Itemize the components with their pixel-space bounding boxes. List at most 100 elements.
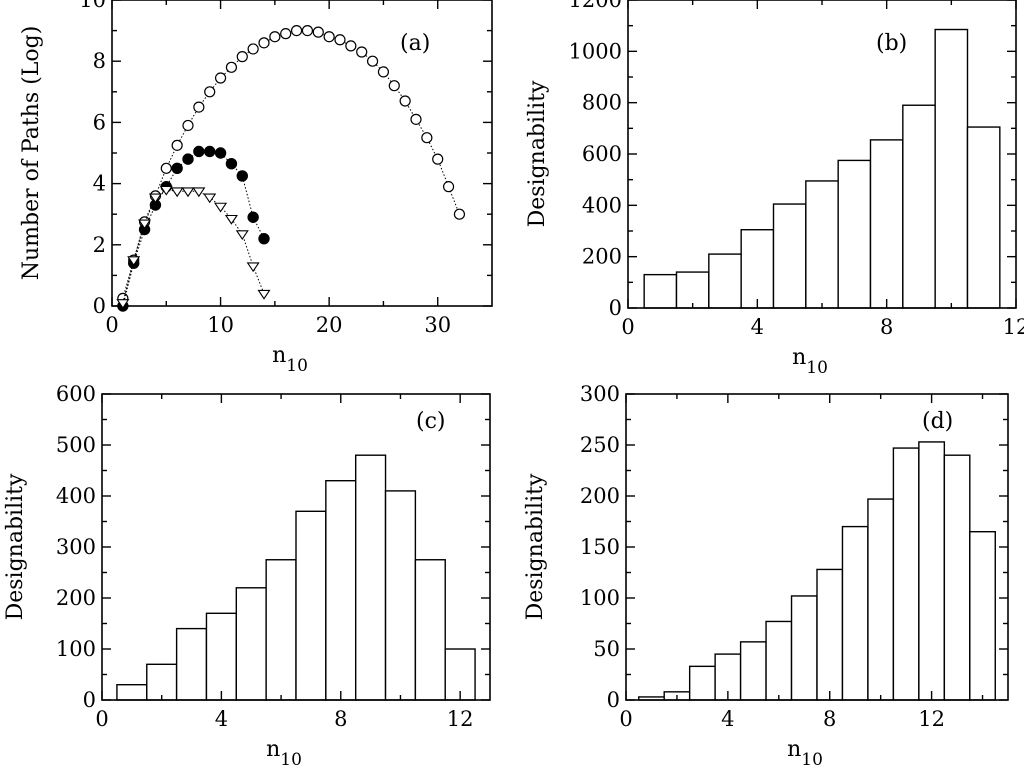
data-point-filled-circle	[225, 158, 238, 170]
bar	[740, 229, 775, 309]
x-tick-label: 8	[334, 707, 347, 731]
data-point-triangle	[203, 193, 217, 204]
y-tick-label: 300	[56, 535, 96, 559]
panel-b: 0 4 8 12 0 200 400 600 800 1000 1200 n10 Designabili…	[525, 0, 1024, 378]
data-point-triangle	[214, 202, 228, 213]
data-point-open-circle	[388, 80, 400, 92]
bar	[841, 525, 869, 701]
x-axis-title-main: n	[792, 345, 806, 370]
data-point-open-circle	[290, 25, 303, 37]
y-tick-label: 6	[93, 110, 106, 134]
x-axis-title-main: n	[266, 737, 280, 762]
data-point-open-circle	[453, 208, 466, 220]
data-point-open-circle	[301, 25, 314, 37]
data-point-open-circle	[442, 181, 455, 193]
bar	[790, 595, 818, 701]
bar	[146, 663, 178, 701]
data-point-open-circle	[421, 132, 433, 144]
data-point-open-circle	[356, 46, 368, 58]
bar	[902, 104, 936, 309]
y-tick-label: 200	[56, 586, 96, 610]
data-point-filled-circle	[193, 145, 205, 158]
bar	[708, 253, 742, 309]
data-point-open-circle	[182, 119, 194, 132]
x-tick-label: 4	[215, 707, 228, 731]
x-tick-label: 0	[619, 707, 632, 731]
data-point-open-circle	[377, 66, 390, 78]
y-axis-title: Designability	[523, 473, 548, 620]
data-point-triangle	[170, 187, 184, 198]
data-point-triangle	[235, 230, 249, 241]
x-tick-label: 4	[751, 315, 764, 339]
y-tick-label: 1000	[569, 39, 622, 63]
y-tick-label: 0	[93, 294, 106, 318]
bar	[643, 273, 678, 309]
bar	[265, 559, 297, 701]
data-point-open-circle	[410, 113, 422, 125]
x-axis-title-subscript: 10	[806, 358, 828, 378]
panel-label: (d)	[922, 409, 953, 434]
data-point-triangle	[257, 289, 271, 300]
y-axis-title: Designability	[3, 473, 28, 620]
bar	[837, 159, 872, 309]
data-point-filled-circle	[258, 232, 270, 245]
x-tick-label: 20	[316, 313, 343, 337]
bar	[943, 454, 971, 701]
data-point-open-circle	[204, 86, 216, 98]
bar	[869, 139, 904, 309]
x-axis-title-subscript: 10	[280, 750, 302, 768]
data-point-triangle	[138, 219, 152, 230]
data-point-triangle	[116, 299, 130, 309]
data-point-filled-circle	[204, 145, 216, 158]
y-tick-label: 0	[609, 296, 622, 320]
y-tick-label: 400	[56, 484, 96, 508]
x-axis-title-main: n	[272, 343, 286, 368]
data-point-open-circle	[269, 31, 281, 43]
data-point-filled-circle	[247, 211, 259, 223]
bar	[805, 180, 839, 309]
data-point-open-circle	[225, 61, 238, 73]
x-tick-label: 8	[823, 707, 836, 731]
bar	[934, 28, 969, 309]
x-axis-title: n10	[787, 737, 823, 768]
bar	[295, 510, 327, 701]
y-axis-title: Designability	[525, 80, 550, 227]
y-tick-label: 300	[580, 382, 620, 406]
bar	[675, 271, 710, 309]
bar	[969, 531, 996, 701]
bar	[384, 490, 417, 701]
x-tick-label: 4	[721, 707, 734, 731]
data-point-open-circle	[312, 26, 324, 38]
y-tick-label: 600	[56, 382, 96, 406]
bar	[235, 587, 267, 701]
y-tick-label: 400	[582, 193, 622, 217]
x-axis-title-main: n	[787, 737, 801, 762]
y-tick-label: 500	[56, 433, 96, 457]
panel-label: (c)	[416, 409, 446, 434]
data-point-triangle	[192, 187, 206, 198]
panel-label: (b)	[876, 31, 907, 56]
bar	[816, 568, 844, 701]
data-point-open-circle	[334, 34, 346, 46]
bar	[867, 498, 895, 701]
x-tick-label: 12	[1003, 315, 1024, 339]
x-tick-label: 0	[621, 315, 634, 339]
data-point-triangle	[159, 185, 173, 196]
y-tick-label: 100	[56, 637, 96, 661]
x-axis-title-subscript: 10	[801, 750, 823, 768]
panel-c: 0 4 8 12 0 100 200 300 400 500 600 n10 Designability…	[3, 382, 491, 768]
bar	[116, 684, 148, 701]
bar	[765, 620, 793, 701]
x-axis-title: n10	[266, 737, 302, 768]
data-point-filled-circle	[236, 170, 248, 182]
data-point-open-circle	[345, 40, 357, 52]
y-tick-label: 800	[582, 91, 622, 115]
bar	[354, 454, 387, 701]
data-point-open-circle	[323, 31, 335, 43]
x-axis-title: n10	[272, 343, 308, 376]
panel-d: 0 4 8 12 0 50 100 150 200 250 300 n10 Designability (…	[523, 382, 1009, 768]
data-point-triangle	[127, 256, 141, 267]
data-point-filled-circle	[182, 153, 194, 165]
